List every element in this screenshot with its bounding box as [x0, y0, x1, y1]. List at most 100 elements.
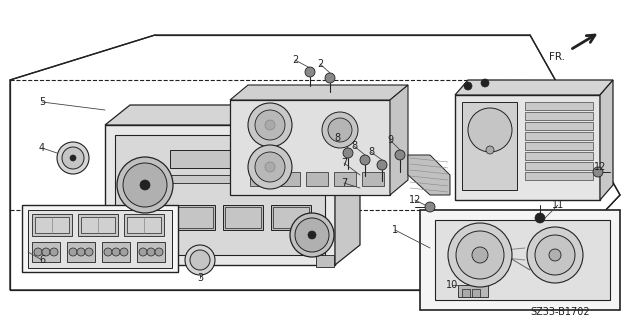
Bar	[306, 172, 328, 186]
Ellipse shape	[486, 146, 494, 154]
Ellipse shape	[535, 213, 545, 223]
Ellipse shape	[549, 249, 561, 261]
Ellipse shape	[322, 112, 358, 148]
Ellipse shape	[112, 248, 120, 256]
Ellipse shape	[57, 142, 89, 174]
Ellipse shape	[77, 248, 85, 256]
Polygon shape	[435, 220, 610, 300]
Ellipse shape	[343, 148, 353, 158]
Bar	[525, 122, 593, 130]
Bar	[525, 162, 593, 170]
Bar	[525, 172, 593, 180]
Ellipse shape	[155, 248, 163, 256]
Ellipse shape	[62, 147, 84, 169]
Text: 3: 3	[197, 273, 203, 283]
Bar	[525, 112, 593, 120]
Ellipse shape	[325, 73, 335, 83]
Polygon shape	[10, 35, 620, 290]
Polygon shape	[230, 100, 390, 195]
Text: 12: 12	[594, 162, 606, 172]
Ellipse shape	[139, 248, 147, 256]
Bar	[362, 172, 384, 186]
Ellipse shape	[328, 118, 352, 142]
Bar	[472, 289, 480, 297]
Ellipse shape	[377, 160, 387, 170]
Ellipse shape	[265, 162, 275, 172]
Polygon shape	[455, 80, 613, 95]
Polygon shape	[230, 85, 408, 100]
Text: 8: 8	[368, 147, 374, 157]
Text: 4: 4	[39, 143, 45, 153]
Bar	[67, 242, 95, 262]
Ellipse shape	[265, 120, 275, 130]
Text: SZ33-B1702: SZ33-B1702	[530, 307, 590, 317]
Bar	[278, 172, 300, 186]
Ellipse shape	[70, 155, 76, 161]
Text: FR.: FR.	[549, 52, 565, 62]
Text: 2: 2	[317, 59, 323, 69]
Bar	[273, 207, 309, 228]
Bar	[78, 214, 118, 236]
Ellipse shape	[464, 82, 472, 90]
Bar	[81, 217, 115, 233]
Bar	[316, 255, 334, 267]
Text: 6: 6	[39, 255, 45, 265]
Bar	[458, 285, 488, 297]
Ellipse shape	[42, 248, 50, 256]
Bar	[334, 172, 356, 186]
Bar	[170, 150, 300, 168]
Ellipse shape	[248, 145, 292, 189]
Ellipse shape	[481, 79, 489, 87]
Text: 5: 5	[39, 97, 45, 107]
Ellipse shape	[248, 103, 292, 147]
Ellipse shape	[448, 223, 512, 287]
Bar	[462, 102, 517, 190]
Polygon shape	[335, 105, 360, 265]
Ellipse shape	[395, 150, 405, 160]
Bar	[170, 175, 300, 183]
Text: 10: 10	[446, 280, 458, 290]
Ellipse shape	[472, 247, 488, 263]
Text: 8: 8	[334, 133, 340, 143]
Polygon shape	[28, 210, 172, 268]
Bar	[525, 142, 593, 150]
Polygon shape	[22, 205, 178, 272]
Bar	[271, 205, 311, 230]
Bar	[525, 152, 593, 160]
Bar	[32, 242, 60, 262]
Bar	[525, 132, 593, 140]
Bar	[102, 242, 130, 262]
Polygon shape	[455, 95, 600, 200]
Text: 9: 9	[387, 135, 393, 145]
Ellipse shape	[185, 245, 215, 275]
Ellipse shape	[140, 180, 150, 190]
Bar	[32, 214, 72, 236]
Text: 7: 7	[341, 178, 347, 188]
Ellipse shape	[104, 248, 112, 256]
Ellipse shape	[50, 248, 58, 256]
Bar	[225, 207, 261, 228]
Polygon shape	[600, 80, 613, 200]
Text: 11: 11	[552, 200, 564, 210]
Ellipse shape	[120, 248, 128, 256]
Bar	[124, 214, 164, 236]
Ellipse shape	[305, 67, 315, 77]
Polygon shape	[105, 125, 335, 265]
Ellipse shape	[85, 248, 93, 256]
Bar	[137, 242, 165, 262]
Ellipse shape	[527, 227, 583, 283]
Bar	[127, 217, 161, 233]
Ellipse shape	[123, 163, 167, 207]
Ellipse shape	[360, 155, 370, 165]
Ellipse shape	[34, 248, 42, 256]
Ellipse shape	[535, 235, 575, 275]
Bar	[462, 289, 470, 297]
Polygon shape	[390, 85, 408, 195]
Bar	[525, 102, 593, 110]
Ellipse shape	[593, 167, 603, 177]
Ellipse shape	[255, 110, 285, 140]
Ellipse shape	[425, 202, 435, 212]
Text: 8: 8	[351, 141, 357, 151]
Polygon shape	[408, 155, 450, 195]
Polygon shape	[115, 135, 325, 255]
